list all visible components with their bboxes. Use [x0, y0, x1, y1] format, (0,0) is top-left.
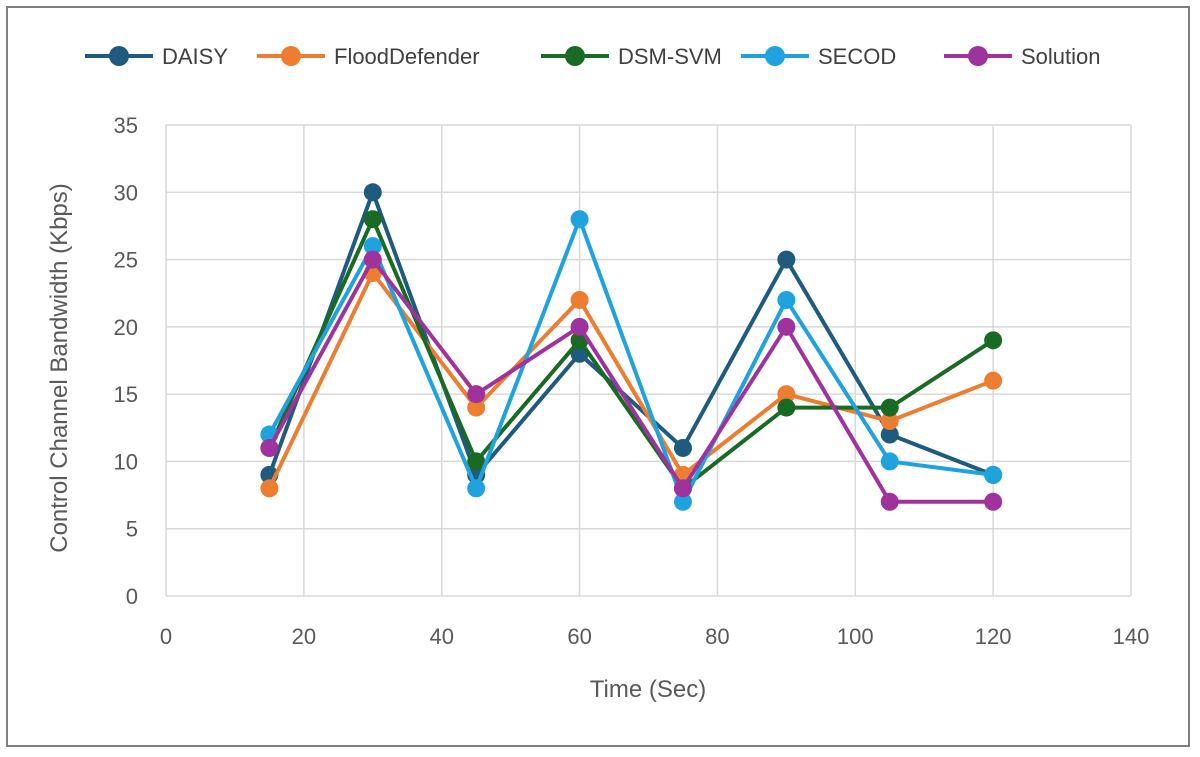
y-tick-label: 35 [114, 113, 138, 138]
data-point [777, 398, 796, 417]
data-point [260, 479, 279, 498]
legend-item-flooddefender: FloodDefender [257, 44, 480, 69]
legend-marker [109, 46, 129, 66]
legend-label: DSM-SVM [618, 44, 722, 69]
data-point [777, 317, 796, 336]
series-secod [260, 210, 1003, 511]
data-point [880, 452, 899, 471]
data-point [570, 317, 589, 336]
x-tick-label: 80 [705, 624, 729, 649]
data-point [880, 425, 899, 444]
data-point [570, 290, 589, 309]
series-daisy [260, 183, 1003, 484]
data-point [880, 492, 899, 511]
y-tick-label: 0 [126, 584, 138, 609]
data-point [467, 452, 486, 471]
y-tick-label: 30 [114, 180, 138, 205]
legend-marker [565, 46, 585, 66]
data-point [363, 250, 382, 269]
legend-label: SECOD [818, 44, 896, 69]
data-point [363, 183, 382, 202]
data-point [467, 479, 486, 498]
y-tick-label: 15 [114, 382, 138, 407]
legend-marker [281, 46, 301, 66]
data-point [984, 371, 1003, 390]
legend-label: Solution [1021, 44, 1101, 69]
y-axis-title: Control Channel Bandwidth (Kbps) [46, 183, 73, 553]
legend-marker [765, 46, 785, 66]
gridlines [165, 124, 1132, 597]
data-point [363, 210, 382, 229]
data-point [570, 210, 589, 229]
data-point [984, 492, 1003, 511]
x-axis-title: Time (Sec) [590, 676, 706, 703]
x-tick-label: 40 [429, 624, 453, 649]
x-tick-label: 60 [567, 624, 591, 649]
data-series [260, 183, 1003, 511]
y-tick-label: 25 [114, 248, 138, 273]
data-point [673, 438, 692, 457]
data-point [880, 398, 899, 417]
legend-item-secod: SECOD [741, 44, 896, 69]
x-tick-label: 140 [1113, 624, 1150, 649]
x-tick-label: 120 [975, 624, 1012, 649]
y-axis-ticks: 0 5 10 15 20 25 30 35 [114, 113, 138, 609]
data-point [363, 237, 382, 256]
series-line [267, 271, 994, 490]
legend-item-dsm-svm: DSM-SVM [541, 44, 722, 69]
data-point [777, 250, 796, 269]
legend-label: DAISY [162, 44, 228, 69]
data-point [673, 492, 692, 511]
legend-marker [968, 46, 988, 66]
data-point [673, 479, 692, 498]
legend-label: FloodDefender [334, 44, 480, 69]
x-tick-label: 0 [160, 624, 172, 649]
series-line [267, 217, 995, 491]
data-point [467, 398, 486, 417]
legend-item-daisy: DAISY [85, 44, 228, 69]
data-point [260, 438, 279, 457]
data-point [777, 385, 796, 404]
data-point [777, 290, 796, 309]
data-point [984, 331, 1003, 350]
series-line [267, 257, 994, 504]
y-tick-label: 20 [114, 315, 138, 340]
y-tick-label: 5 [126, 517, 138, 542]
x-tick-label: 20 [292, 624, 316, 649]
series-solution [260, 250, 1003, 511]
data-point [984, 465, 1003, 484]
y-tick-label: 10 [114, 449, 138, 474]
data-point [467, 385, 486, 404]
series-line [267, 190, 994, 477]
data-point [880, 412, 899, 431]
x-axis-ticks: 0 20 40 60 80 100 120 140 [160, 624, 1149, 649]
legend-item-solution: Solution [944, 44, 1101, 69]
x-tick-label: 100 [837, 624, 874, 649]
series-line [267, 217, 994, 504]
legend: DAISY FloodDefender DSM-SVM SECOD Solution [85, 44, 1101, 69]
